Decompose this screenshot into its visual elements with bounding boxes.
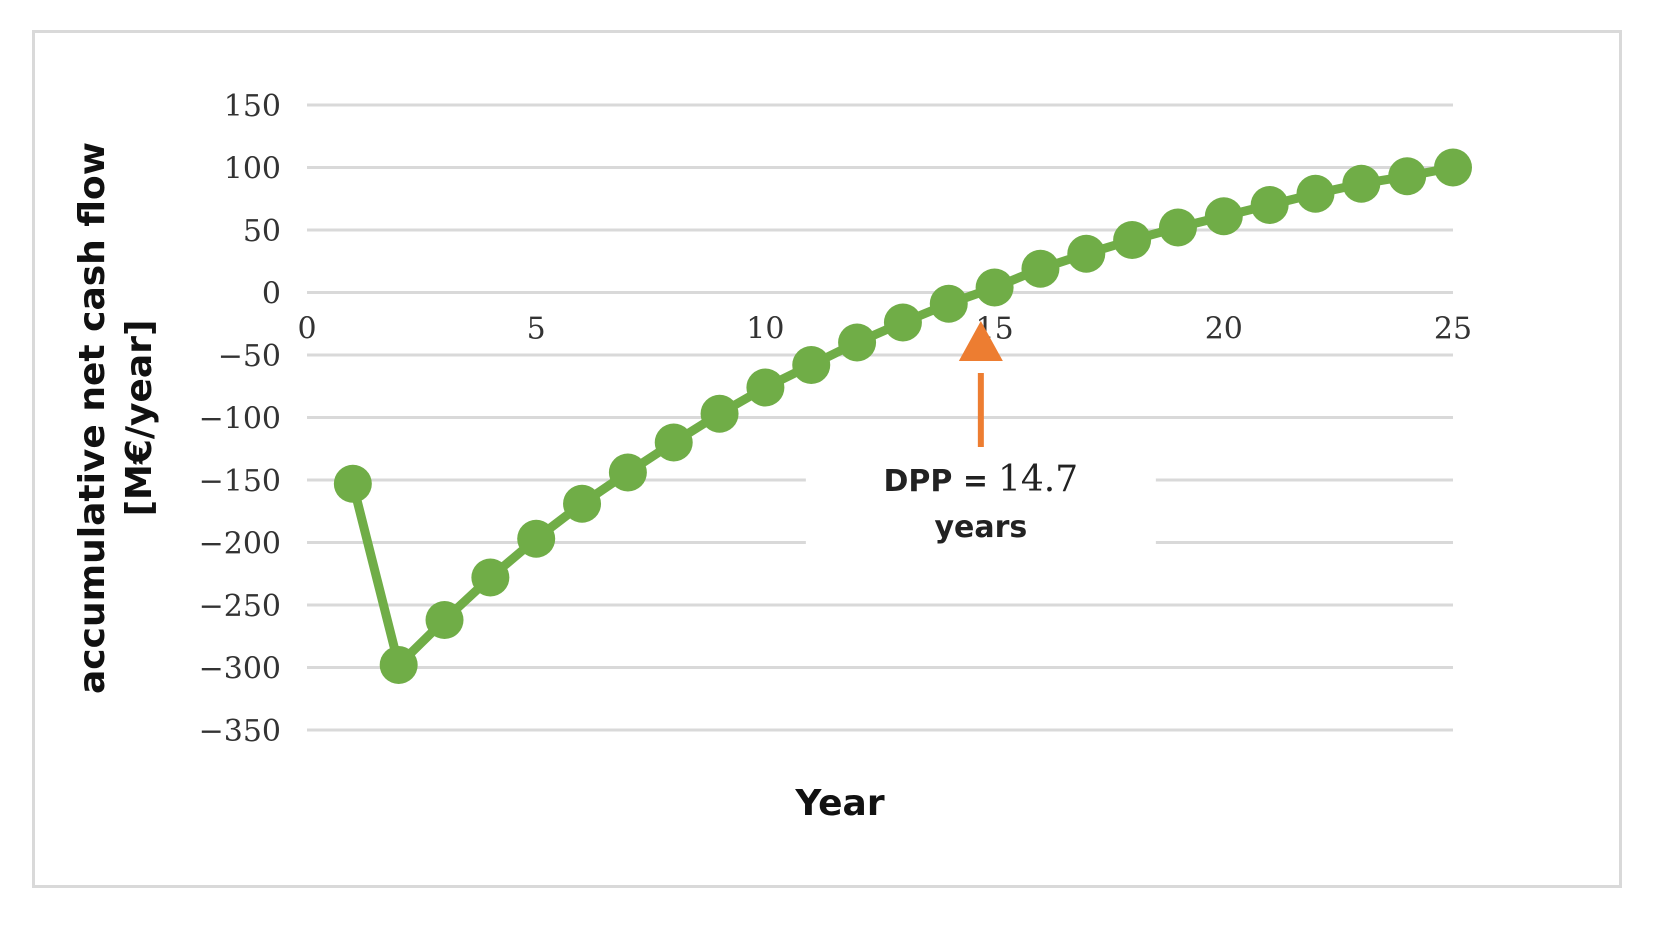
data-point bbox=[1342, 164, 1381, 203]
y-axis-title-line-2: [M€/year] bbox=[119, 320, 160, 517]
data-point bbox=[1250, 186, 1289, 224]
y-tick-label: −150 bbox=[199, 464, 281, 499]
y-tick-label: 150 bbox=[224, 89, 281, 124]
x-tick-label: 20 bbox=[1205, 312, 1243, 347]
y-tick-label: −100 bbox=[199, 402, 281, 437]
y-tick-label: −350 bbox=[199, 714, 281, 749]
data-point bbox=[838, 323, 877, 362]
data-point bbox=[1021, 249, 1060, 288]
annotation-background bbox=[805, 453, 1156, 548]
data-point bbox=[883, 303, 922, 342]
x-tick-label: 0 bbox=[297, 312, 316, 347]
data-point bbox=[1113, 221, 1152, 259]
y-tick-label: 100 bbox=[224, 152, 281, 187]
data-point bbox=[700, 394, 739, 433]
x-tick-label: 5 bbox=[527, 312, 546, 347]
data-point bbox=[1296, 174, 1335, 213]
x-tick-label: 10 bbox=[746, 312, 784, 347]
data-point bbox=[1067, 234, 1106, 273]
dpp-arrow-head bbox=[958, 321, 1003, 361]
data-point bbox=[792, 346, 831, 384]
chart-frame: 150 100 50 0 −50 −100 −150 −200 −250 −300 −350 0 5 1… bbox=[32, 30, 1622, 888]
dpp-value: 14.7 bbox=[998, 459, 1078, 500]
dpp-annotation: DPP = 14.7 years bbox=[805, 321, 1156, 548]
x-tick-label: 25 bbox=[1434, 312, 1472, 347]
series-line bbox=[333, 148, 1472, 684]
data-point bbox=[608, 453, 647, 492]
y-tick-label: 50 bbox=[243, 214, 281, 249]
dpp-label-prefix: DPP = bbox=[884, 464, 988, 499]
x-axis-title: Year bbox=[794, 783, 884, 824]
dpp-unit: years bbox=[934, 510, 1027, 545]
data-point bbox=[563, 484, 602, 523]
data-point bbox=[975, 268, 1014, 307]
data-point bbox=[425, 601, 464, 639]
data-point bbox=[654, 423, 693, 462]
data-point bbox=[929, 284, 968, 323]
data-point bbox=[379, 646, 418, 684]
y-tick-label: −50 bbox=[218, 339, 281, 374]
y-tick-label: −300 bbox=[199, 652, 281, 687]
data-point bbox=[746, 368, 785, 407]
data-point bbox=[471, 558, 510, 597]
gridlines bbox=[307, 103, 1453, 732]
chart-svg: 150 100 50 0 −50 −100 −150 −200 −250 −300 −350 0 5 1… bbox=[72, 89, 1472, 824]
y-tick-label: −250 bbox=[199, 589, 281, 624]
data-point bbox=[333, 464, 372, 503]
y-tick-label: −200 bbox=[199, 527, 281, 562]
dpp-label: DPP = 14.7 bbox=[884, 459, 1079, 500]
data-point bbox=[1388, 157, 1427, 196]
x-tick-labels: 0 5 10 15 20 25 bbox=[297, 312, 1472, 347]
data-point bbox=[1434, 148, 1472, 187]
y-tick-label: 0 bbox=[262, 277, 281, 312]
data-point bbox=[1158, 208, 1197, 247]
y-axis-title-line-1: accumulative net cash flow bbox=[72, 142, 113, 694]
data-point bbox=[1204, 197, 1243, 236]
y-tick-labels: 150 100 50 0 −50 −100 −150 −200 −250 −300 −350 bbox=[199, 89, 281, 749]
data-point bbox=[517, 519, 556, 558]
